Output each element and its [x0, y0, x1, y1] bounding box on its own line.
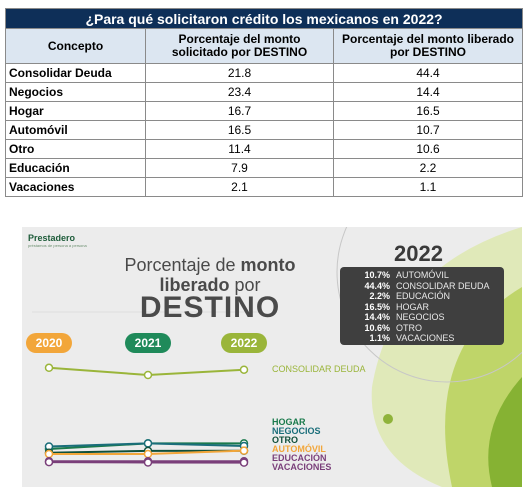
infographic-panel: Prestadero préstamos de persona a person… [22, 227, 522, 487]
heading-line2-b: por [229, 275, 261, 295]
legend-label: NEGOCIOS [396, 312, 445, 322]
prestadero-logo: Prestadero préstamos de persona a person… [28, 233, 87, 248]
legend-item: 10.7% AUTOMÓVIL [340, 270, 449, 280]
legend-item: 2.2% EDUCACIÓN [340, 291, 450, 301]
row-concepto: Negocios [5, 82, 146, 102]
row-concepto: Otro [5, 139, 146, 159]
series-point [239, 458, 249, 467]
row-solicitado: 23.4 [145, 82, 334, 102]
row-solicitado: 16.5 [145, 120, 334, 140]
row-solicitado: 21.8 [145, 63, 334, 83]
destination-line-chart [44, 363, 249, 467]
table-row: Negocios 23.4 14.4 [5, 82, 524, 102]
legend-label: HOGAR [396, 301, 430, 312]
logo-tagline: préstamos de persona a persona [28, 243, 87, 248]
table-header-row: Concepto Porcentaje del monto solicitado… [5, 28, 524, 64]
year-title: 2022 [394, 241, 443, 266]
row-solicitado: 16.7 [145, 101, 334, 121]
heading-line1-a: Porcentaje de [124, 255, 241, 275]
legend-box: 10.7% AUTOMÓVIL 44.4% CONSOLIDAR DEUDA 2.2… [340, 267, 504, 345]
legend-pct: 44.4% [364, 280, 390, 291]
heading-line-2: liberado por [100, 275, 320, 296]
legend-label: OTRO [396, 322, 422, 333]
year-pill-2022: 2022 [221, 333, 267, 353]
legend-item: 14.4% NEGOCIOS [340, 312, 445, 322]
decor-dot [383, 414, 393, 424]
destination-table: ¿Para qué solicitaron crédito los mexica… [4, 8, 524, 197]
row-liberado: 10.7 [332, 120, 524, 140]
row-concepto: Educación [5, 158, 146, 178]
legend-pct: 2.2% [369, 291, 390, 301]
header-liberado: Porcentaje del monto liberado por DESTIN… [332, 28, 524, 64]
legend-pct: 16.5% [364, 301, 390, 312]
series-label: CONSOLIDAR DEUDA [272, 364, 366, 374]
row-concepto: Hogar [5, 101, 146, 121]
series-point [143, 439, 153, 448]
series-label: HOGAR [272, 417, 306, 427]
legend-pct: 14.4% [364, 312, 390, 322]
table-row: Vacaciones 2.1 1.1 [5, 177, 524, 197]
row-liberado: 14.4 [332, 82, 524, 102]
series-label: AUTOMÓVIL [272, 444, 326, 454]
series-point [239, 446, 249, 455]
year-pill-2020: 2020 [26, 333, 72, 353]
decor-arc [488, 377, 522, 487]
logo-text: Prestadero [28, 233, 76, 243]
legend-label: CONSOLIDAR DEUDA [396, 280, 490, 291]
row-liberado: 16.5 [332, 101, 524, 121]
series-point [44, 363, 54, 373]
heading-line1-b: monto [240, 255, 296, 275]
legend-item: 1.1% VACACIONES [340, 333, 454, 343]
series-label: EDUCACIÓN [272, 453, 327, 463]
legend-pct: 10.7% [364, 270, 390, 280]
row-solicitado: 7.9 [145, 158, 334, 178]
series-point [143, 458, 153, 467]
table-row: Hogar 16.7 16.5 [5, 101, 524, 121]
row-liberado: 2.2 [332, 158, 524, 178]
row-liberado: 44.4 [332, 63, 524, 83]
legend-item: 16.5% HOGAR [340, 302, 429, 312]
series-point [239, 365, 249, 374]
year-pill-2021: 2021 [125, 333, 171, 353]
series-point [44, 457, 54, 467]
row-concepto: Automóvil [5, 120, 146, 140]
table-row: Consolidar Deuda 21.8 44.4 [5, 63, 524, 83]
decor-circle [336, 227, 522, 383]
legend-label: AUTOMÓVIL [396, 270, 449, 280]
legend-item: 10.6% OTRO [340, 323, 422, 333]
table-title-row: ¿Para qué solicitaron crédito los mexica… [4, 8, 524, 29]
row-concepto: Vacaciones [5, 177, 146, 197]
table-row: Educación 7.9 2.2 [5, 158, 524, 178]
series-label: NEGOCIOS [272, 426, 321, 436]
table-title: ¿Para qué solicitaron crédito los mexica… [4, 8, 524, 29]
series-point [143, 370, 153, 380]
row-solicitado: 11.4 [145, 139, 334, 159]
header-solicitado: Porcentaje del monto solicitado por DEST… [145, 28, 334, 64]
series-label: VACACIONES [272, 462, 332, 472]
row-liberado: 1.1 [332, 177, 524, 197]
header-concepto: Concepto [5, 28, 146, 64]
series-label: OTRO [272, 435, 298, 445]
series-point [44, 449, 54, 459]
legend-pct: 1.1% [369, 333, 390, 343]
series-point [143, 449, 153, 459]
legend-item: 44.4% CONSOLIDAR DEUDA [340, 280, 490, 291]
heading-destino: DESTINO [139, 291, 281, 324]
heading-line2-a: liberado [159, 275, 230, 295]
legend-pct: 10.6% [364, 322, 390, 333]
row-liberado: 10.6 [332, 139, 524, 159]
table-row: Automóvil 16.5 10.7 [5, 120, 524, 140]
table-row: Otro 11.4 10.6 [5, 139, 524, 159]
row-concepto: Consolidar Deuda [5, 63, 146, 83]
legend-label: EDUCACIÓN [396, 291, 451, 301]
legend-label: VACACIONES [396, 333, 455, 343]
row-solicitado: 2.1 [145, 177, 334, 197]
heading-line-1: Porcentaje de monto [100, 255, 320, 276]
